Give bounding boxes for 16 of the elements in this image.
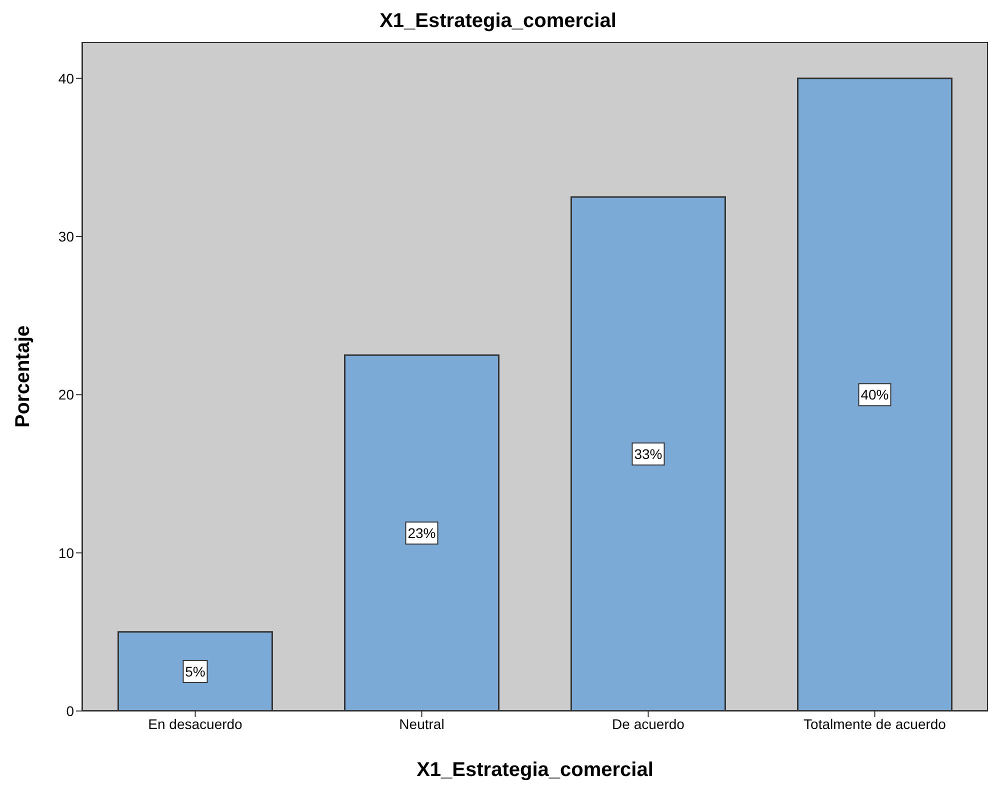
chart-title: X1_Estrategia_comercial <box>378 10 618 33</box>
y-axis-title: Porcentaje <box>12 325 34 428</box>
y-tick-label: 20 <box>58 386 74 403</box>
x-tick-label: De acuerdo <box>612 716 685 732</box>
x-tick-label: En desacuerdo <box>148 716 243 732</box>
y-tick-label: 40 <box>58 70 74 86</box>
y-tick-label: 0 <box>66 702 74 719</box>
data-label: 40% <box>860 386 889 403</box>
x-tick-label: Neutral <box>399 716 444 732</box>
x-axis-title: X1_Estrategia_comercial <box>416 759 654 781</box>
data-label: 33% <box>634 446 662 462</box>
data-label: 23% <box>408 525 436 542</box>
y-tick-label: 10 <box>58 544 74 561</box>
y-tick-label: 30 <box>58 228 74 244</box>
x-tick-label: Totalmente de acuerdo <box>804 716 946 732</box>
data-label: 5% <box>185 663 206 680</box>
